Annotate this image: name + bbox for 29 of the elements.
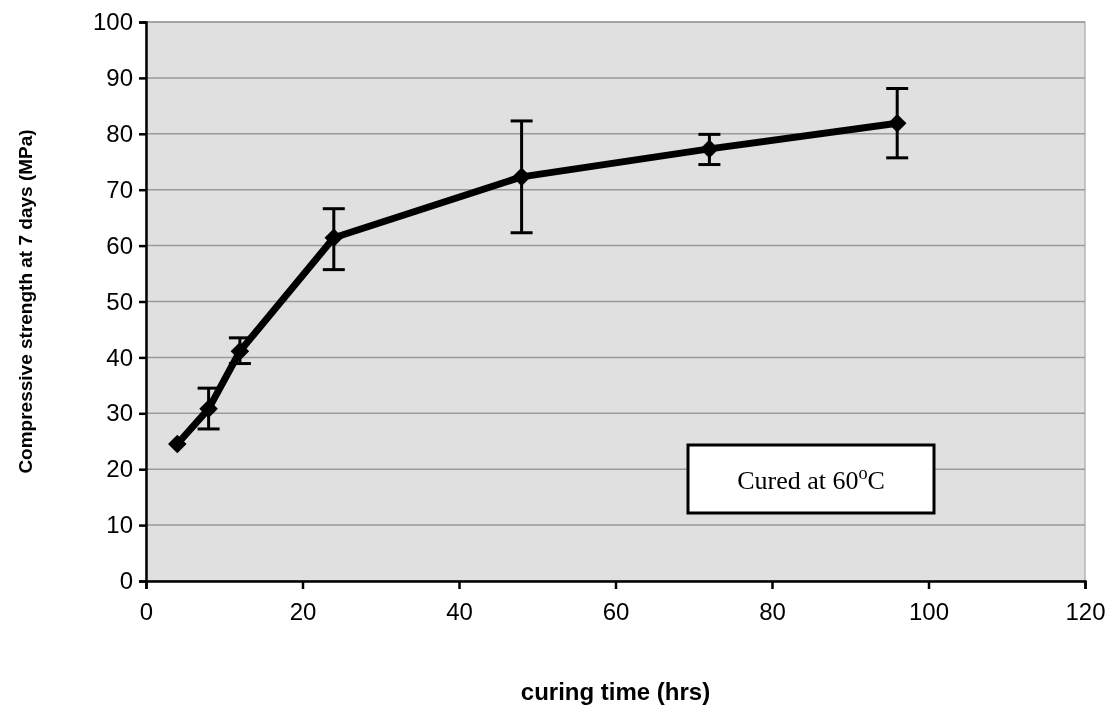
x-tick-label: 20 (289, 598, 317, 626)
y-tick-label: 80 (106, 119, 133, 147)
x-tick-label: 80 (759, 598, 786, 626)
point (168, 434, 187, 454)
x-tick-label: 40 (446, 598, 473, 626)
y-tick-label: 70 (106, 175, 133, 203)
y-tick-label: 60 (106, 231, 133, 259)
x-axis-title: curing time (hrs) (520, 678, 711, 705)
x-tick-label: 120 (1065, 598, 1106, 626)
point (887, 113, 907, 133)
y-axis-title: Compressive strength at 7 days (MPa) (15, 129, 36, 474)
y-tick-label: 40 (106, 343, 133, 371)
point (230, 341, 250, 361)
y-tick-label: 0 (119, 567, 133, 595)
point (324, 228, 344, 248)
text-box: Cured at 60$^{o}$C (686, 443, 936, 515)
y-tick-label: 50 (106, 287, 133, 315)
x-tick-label: 0 (139, 598, 154, 626)
y-tick-label: 30 (106, 399, 133, 427)
y-tick-label: 90 (106, 64, 133, 92)
annotation: Cured at 60$^{o}$C (737, 463, 885, 495)
y-tick-label: 20 (106, 455, 133, 483)
y-tick-label: 10 (106, 511, 133, 539)
y-tick-label: 100 (92, 8, 133, 36)
x-tick-label: 100 (908, 598, 950, 626)
x-tick-label: 60 (602, 598, 630, 626)
point (700, 139, 719, 159)
point (512, 167, 531, 187)
point (199, 399, 218, 419)
